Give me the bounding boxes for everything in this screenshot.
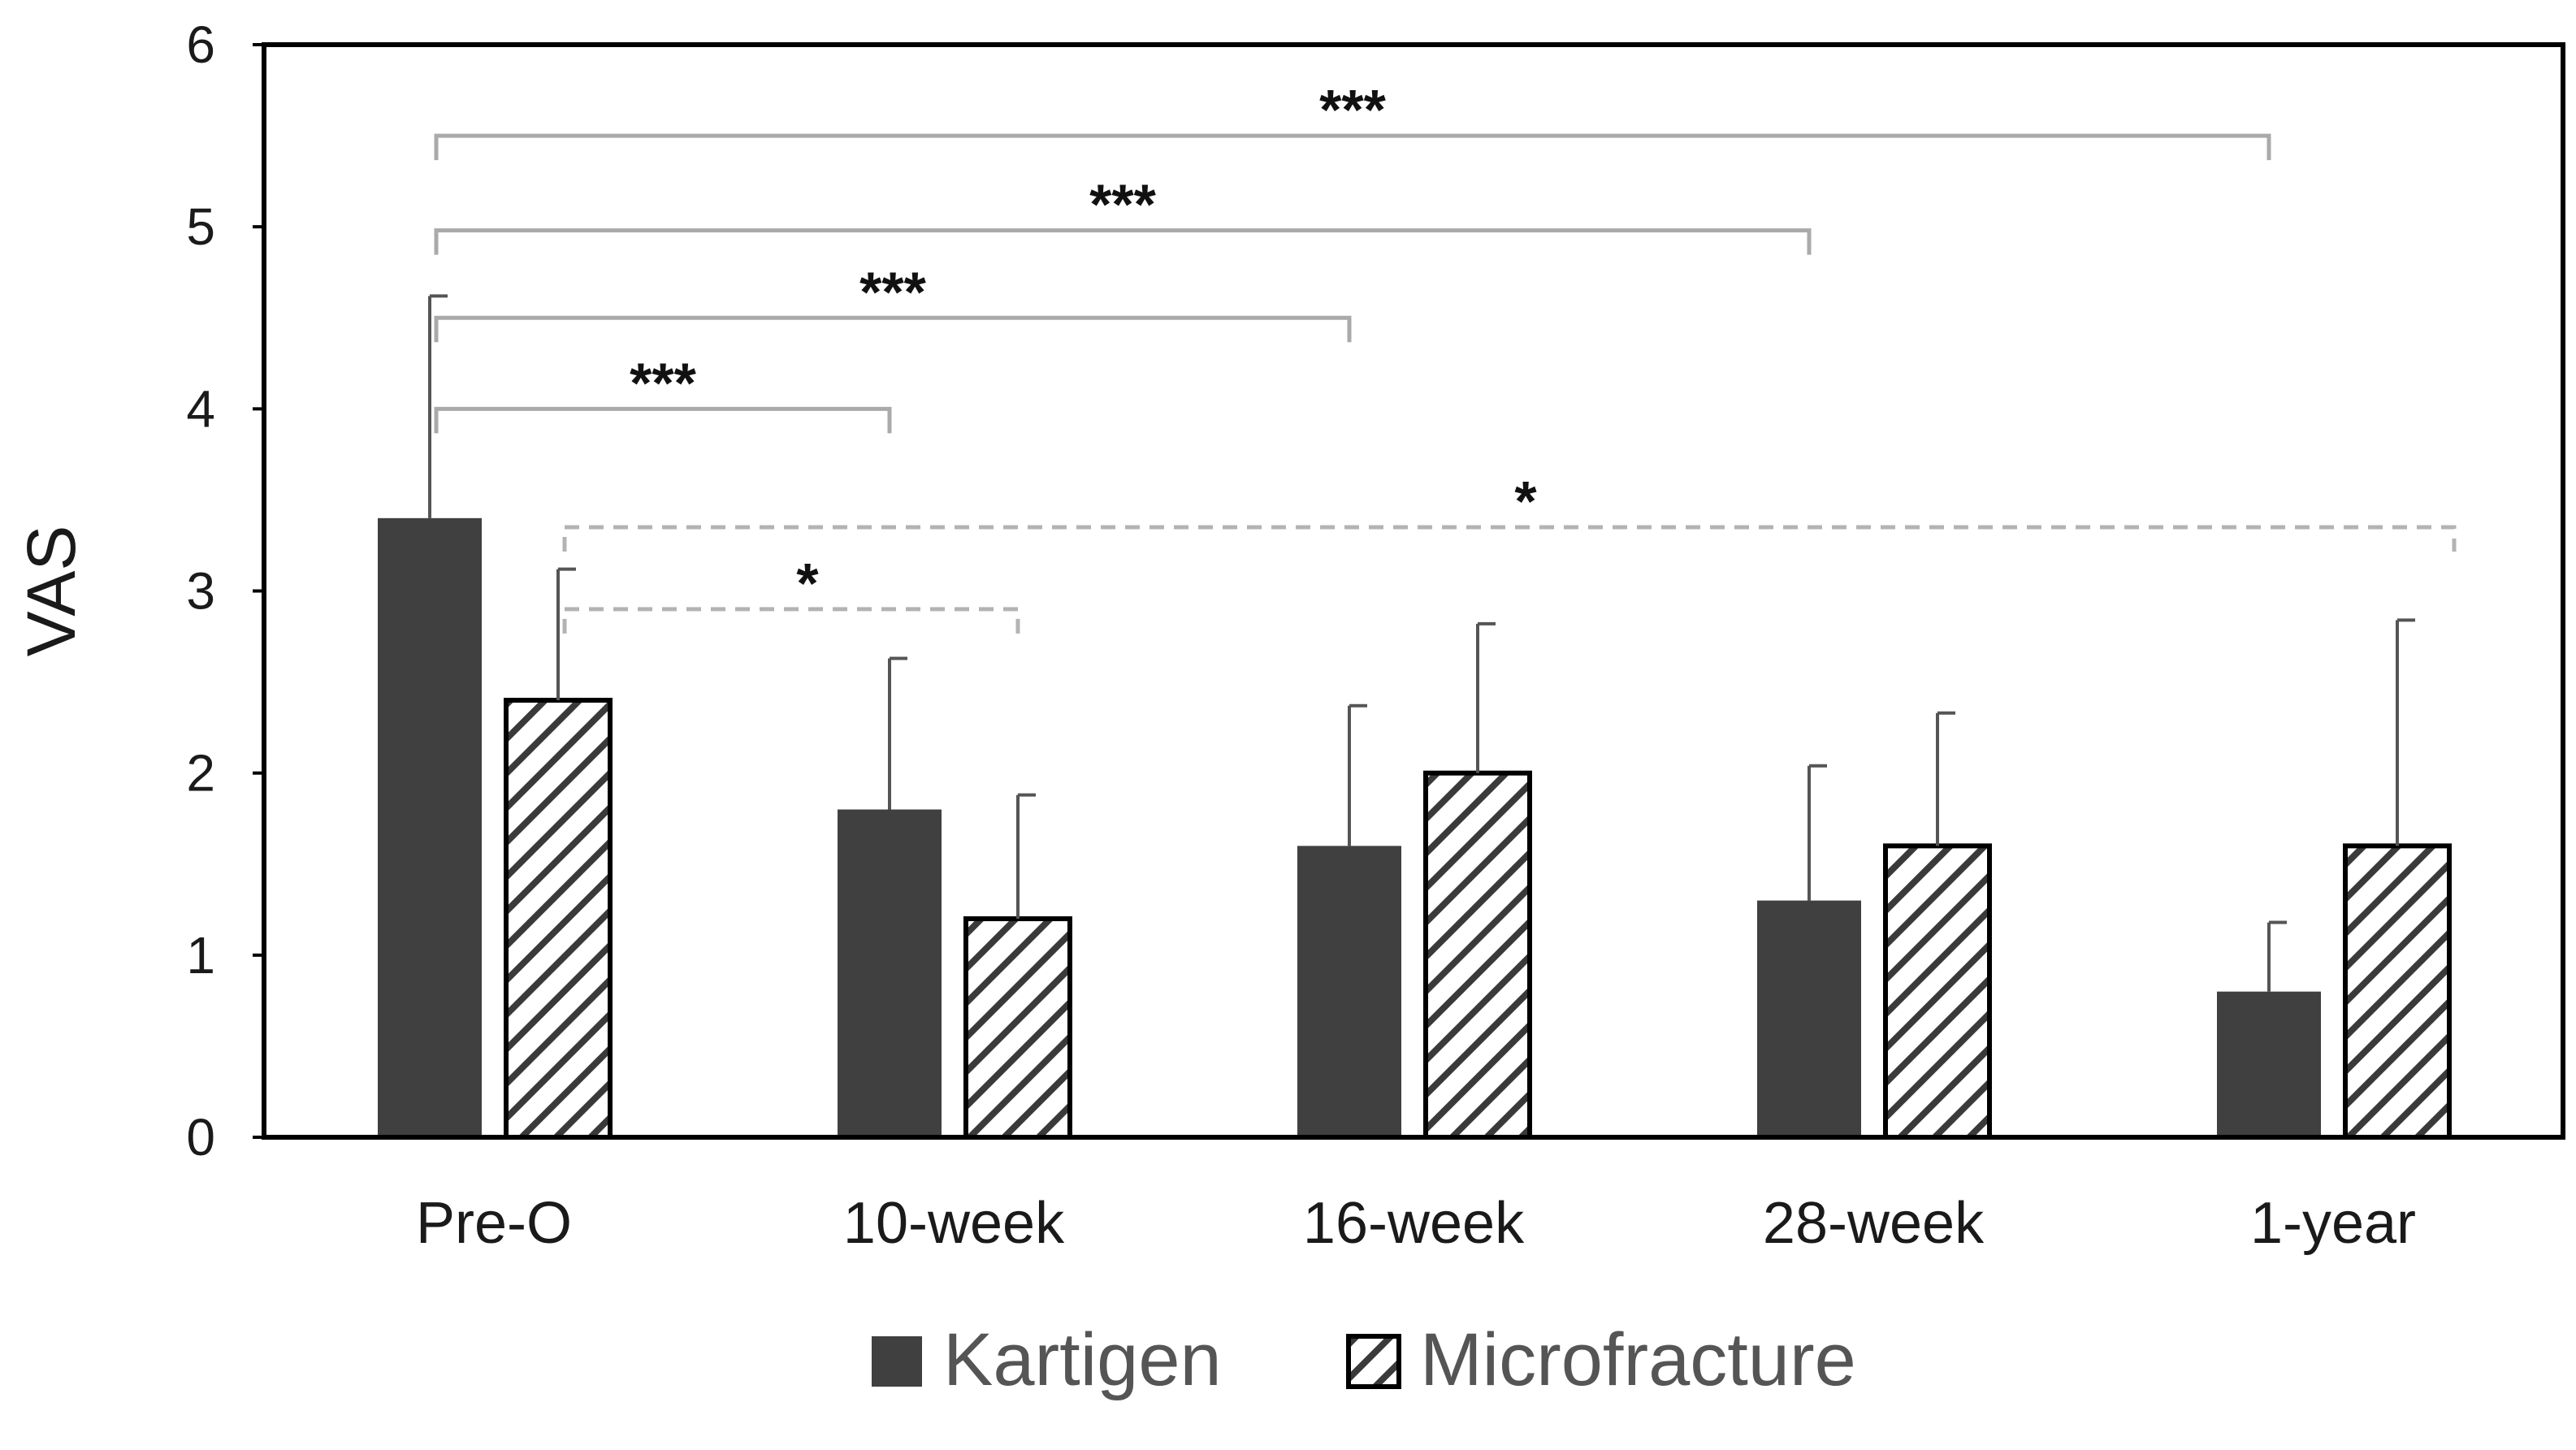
y-tick-label: 3	[186, 562, 215, 621]
bar-microfracture-pre-o	[504, 698, 613, 1140]
x-tick-label: Pre-O	[416, 1191, 572, 1256]
y-tick-label: 1	[186, 926, 215, 985]
significance-bracket	[434, 228, 1812, 255]
legend-label-microfracture: Microfracture	[1420, 1318, 1856, 1401]
significance-bracket	[562, 525, 2457, 552]
significance-bracket	[434, 133, 2271, 161]
y-tick-label: 2	[186, 744, 215, 803]
x-tick-label: 1-year	[2250, 1191, 2416, 1256]
x-tick-label: 16-week	[1303, 1191, 1525, 1256]
significance-bracket	[434, 406, 892, 434]
legend: Kartigen Microfracture	[872, 1318, 1856, 1401]
legend-swatch-kartigen	[872, 1336, 922, 1387]
significance-label: ***	[1319, 78, 1386, 141]
y-tick-label: 4	[186, 379, 215, 438]
significance-label: ***	[1089, 173, 1156, 236]
y-axis-label: VAS	[13, 526, 89, 657]
x-tick-label: 28-week	[1763, 1191, 1985, 1256]
significance-bracket	[434, 315, 1352, 343]
y-tick-label: 6	[186, 15, 215, 74]
bar-microfracture-16-week	[1423, 770, 1532, 1141]
bar-kartigen-pre-o	[378, 517, 482, 1137]
bar-microfracture-1-year	[2343, 843, 2452, 1141]
bar-kartigen-10-week	[838, 809, 942, 1137]
legend-swatch-microfracture	[1346, 1334, 1401, 1389]
legend-label-kartigen: Kartigen	[943, 1318, 1222, 1401]
bar-microfracture-10-week	[963, 916, 1072, 1140]
significance-label: *	[796, 552, 819, 615]
significance-annotations: **************	[434, 78, 2457, 634]
bar-microfracture-28-week	[1883, 843, 1992, 1141]
error-bars-layer	[428, 294, 2415, 992]
y-tick-label: 5	[186, 197, 215, 256]
significance-label: *	[1514, 470, 1537, 533]
significance-label: ***	[859, 260, 926, 323]
significance-label: ***	[630, 351, 696, 414]
bar-kartigen-28-week	[1757, 900, 1861, 1137]
x-tick-label: 10-week	[843, 1191, 1065, 1256]
axes-layer: 0 1 2 3 4 5 6 Pre-O 10-week 16-week 28-week 1-year	[186, 15, 2416, 1256]
bar-kartigen-16-week	[1297, 846, 1401, 1137]
significance-bracket	[562, 607, 1020, 634]
bar-kartigen-1-year	[2217, 991, 2321, 1137]
y-tick-label: 0	[186, 1108, 215, 1166]
